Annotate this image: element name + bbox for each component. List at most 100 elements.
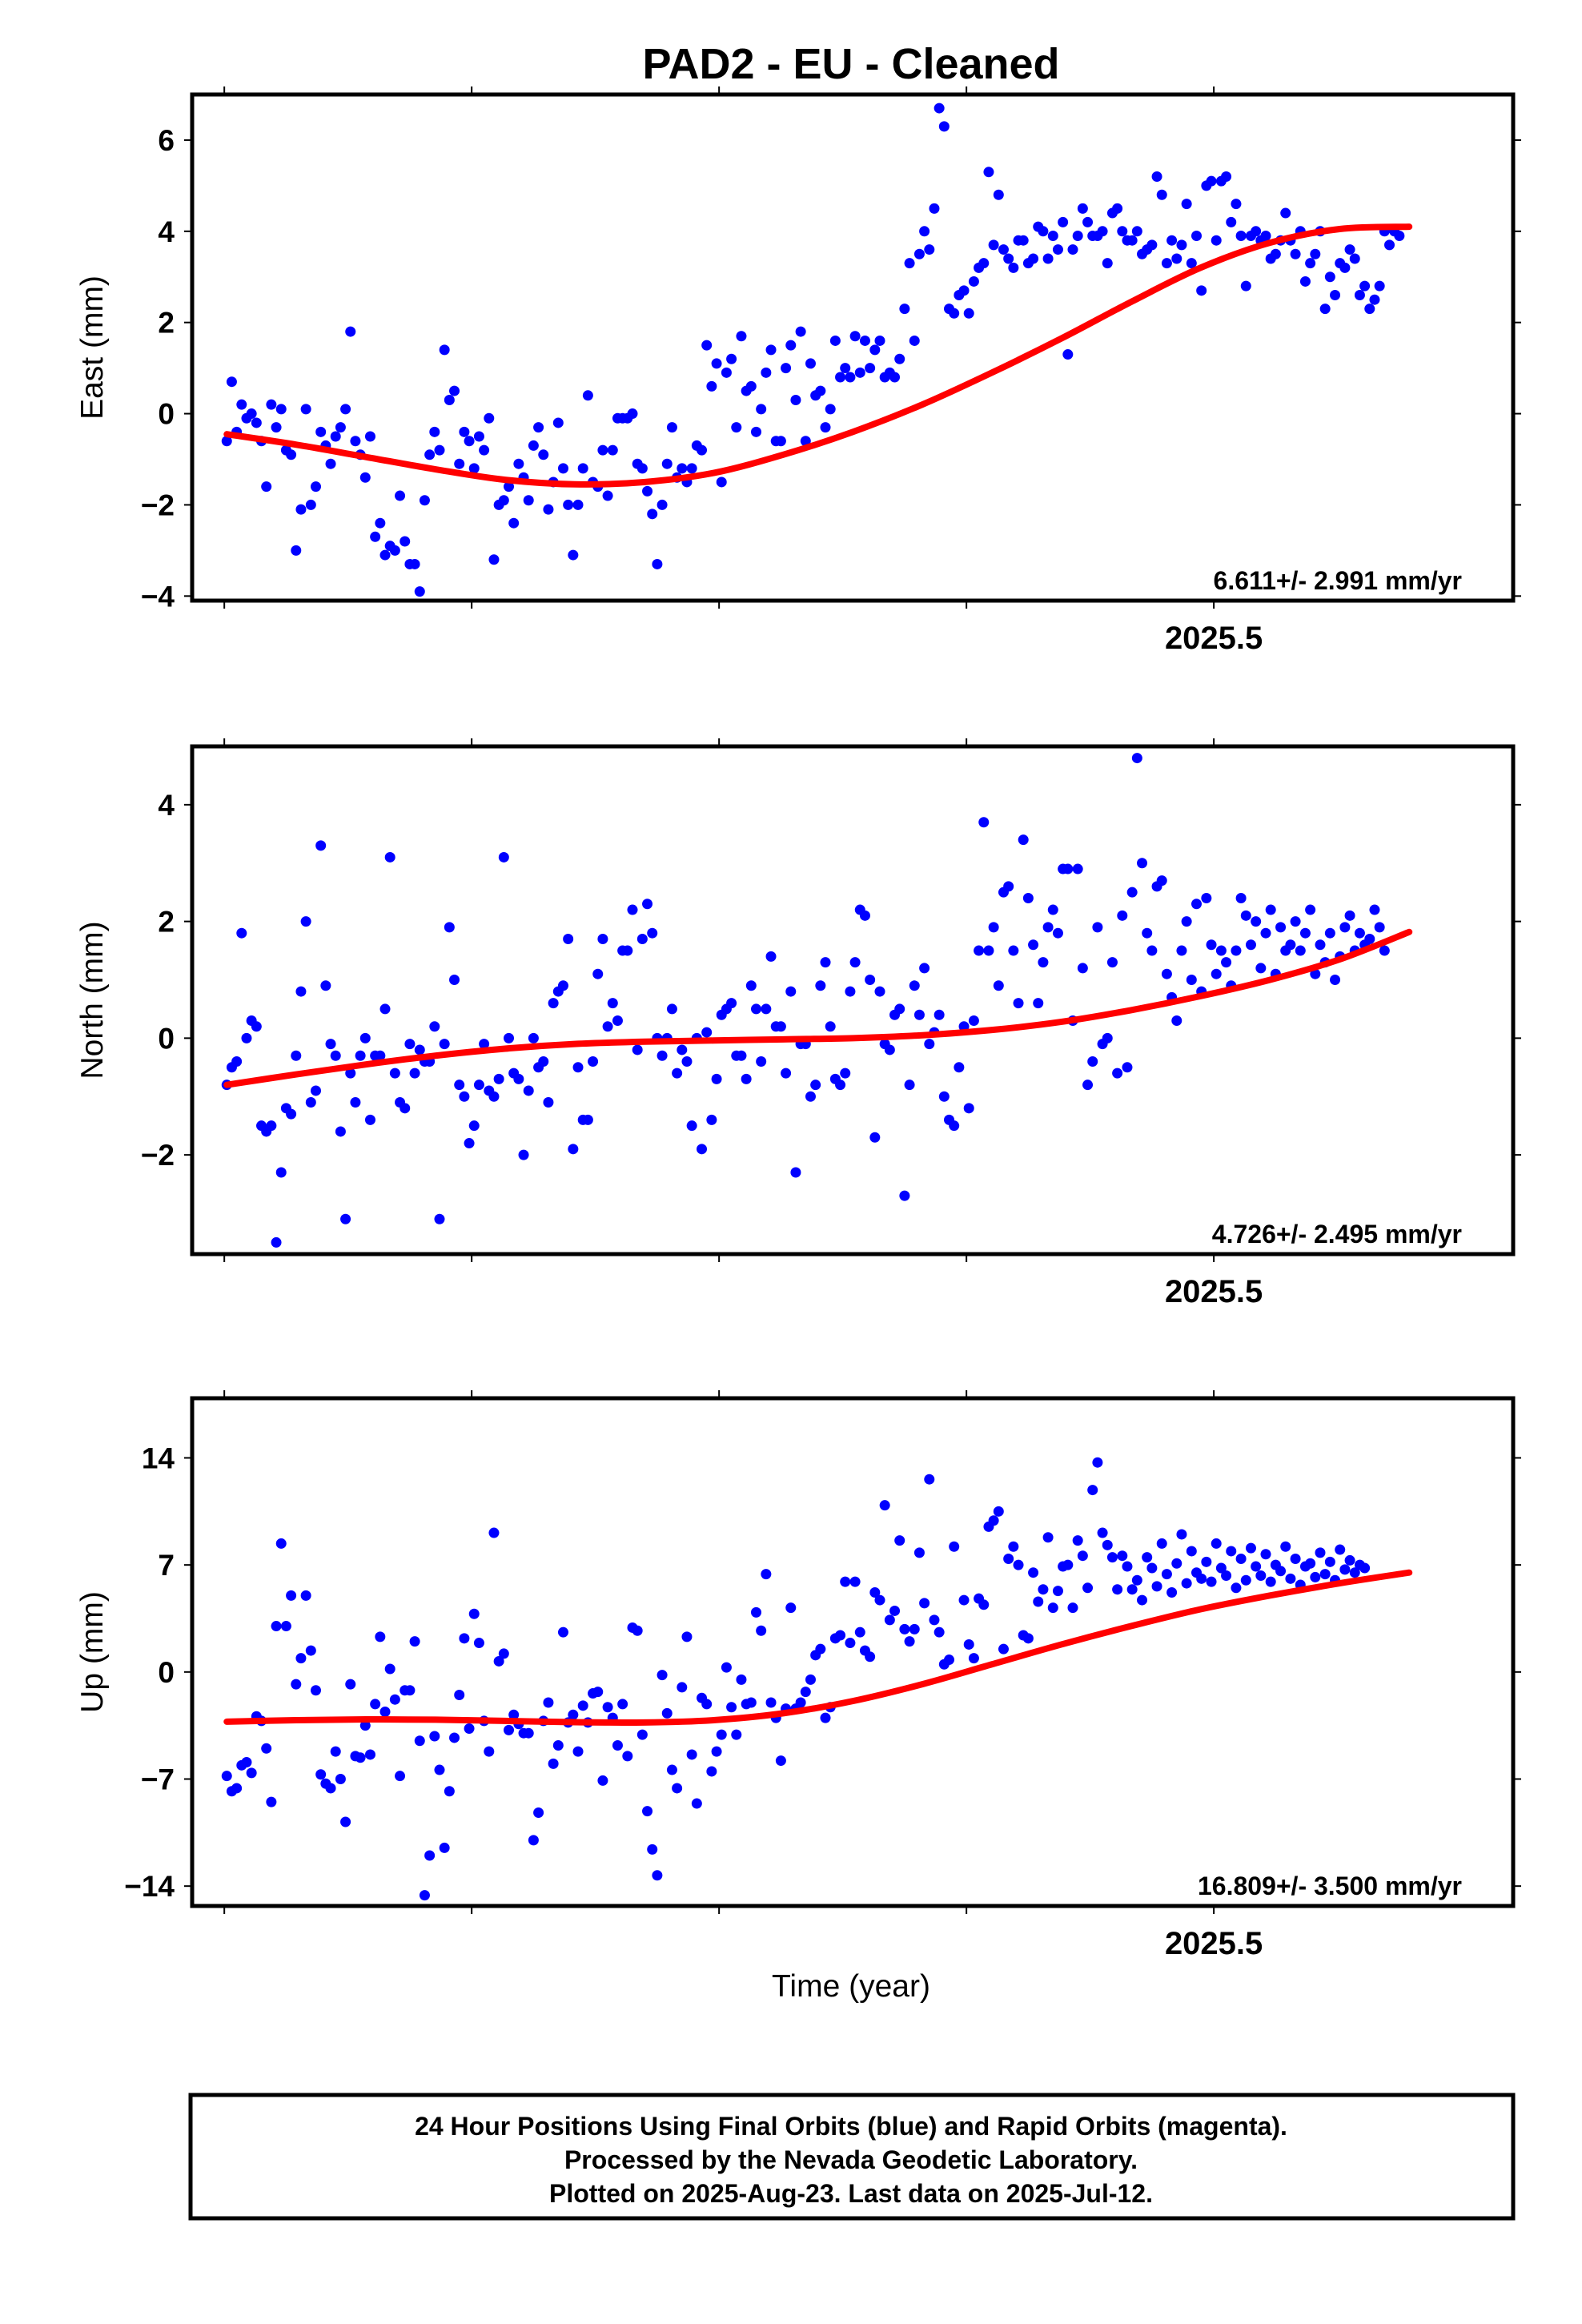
data-point xyxy=(1142,927,1153,939)
data-point xyxy=(286,449,297,460)
data-point xyxy=(1240,910,1251,921)
data-point xyxy=(904,1636,915,1647)
data-point xyxy=(1131,1574,1142,1586)
data-point xyxy=(666,1003,677,1015)
data-point xyxy=(572,1746,584,1757)
data-point xyxy=(325,1039,336,1050)
data-point xyxy=(1186,1546,1197,1557)
velocity-label: 6.611+/- 2.991 mm/yr xyxy=(1214,566,1462,595)
data-point xyxy=(345,326,356,337)
data-point xyxy=(978,1599,990,1610)
data-point xyxy=(652,1870,663,1881)
data-point xyxy=(528,440,539,451)
data-point xyxy=(745,380,757,392)
data-point xyxy=(429,1021,440,1032)
data-point xyxy=(1131,226,1142,237)
data-point xyxy=(1374,922,1385,933)
data-point xyxy=(775,1755,786,1767)
data-point xyxy=(379,1706,391,1717)
data-point xyxy=(894,1003,905,1015)
data-point xyxy=(1082,1080,1094,1091)
data-point xyxy=(761,1569,772,1580)
data-point xyxy=(384,851,396,862)
fit-curve xyxy=(223,928,1413,1088)
data-point xyxy=(251,417,262,428)
data-point xyxy=(785,340,797,351)
data-point xyxy=(1181,1578,1192,1589)
data-point xyxy=(869,1587,881,1598)
data-point xyxy=(686,1120,697,1132)
data-point xyxy=(444,1786,455,1797)
data-point xyxy=(1047,231,1058,242)
data-point xyxy=(785,1602,797,1614)
data-point xyxy=(1215,1562,1227,1574)
data-point xyxy=(310,1085,321,1096)
data-point xyxy=(617,1699,628,1710)
data-point xyxy=(1251,916,1262,927)
data-point xyxy=(716,1729,727,1740)
data-point xyxy=(983,167,994,178)
data-point xyxy=(761,367,772,378)
data-point xyxy=(275,1538,287,1549)
data-point xyxy=(320,980,331,991)
data-point xyxy=(350,436,361,447)
data-point xyxy=(1251,1561,1262,1572)
data-point xyxy=(894,353,905,364)
data-point xyxy=(998,1643,1009,1655)
data-point xyxy=(389,1694,400,1705)
panel-north: −2 0 2 4 2025.5 North (mm) 4.726+/- 2.495 mm/y… xyxy=(75,738,1521,1309)
data-point xyxy=(350,1097,361,1108)
velocity-label: 4.726+/- 2.495 mm/yr xyxy=(1212,1220,1462,1248)
data-point xyxy=(533,1807,544,1819)
data-point xyxy=(1166,1587,1178,1598)
data-point xyxy=(1003,1554,1014,1565)
data-point xyxy=(1106,1552,1118,1563)
data-point xyxy=(736,331,747,342)
data-point xyxy=(1344,1554,1355,1566)
data-point xyxy=(1344,244,1355,255)
data-point xyxy=(721,367,732,378)
data-point xyxy=(454,1689,465,1700)
data-point xyxy=(805,1674,816,1685)
data-point xyxy=(1087,1056,1098,1068)
data-point xyxy=(1275,922,1287,933)
data-point xyxy=(1146,1562,1158,1574)
data-point xyxy=(1033,1596,1044,1607)
data-point xyxy=(335,1774,346,1784)
data-point xyxy=(859,335,870,346)
data-point xyxy=(736,1674,747,1685)
data-point xyxy=(677,1044,688,1055)
data-point xyxy=(355,1752,366,1763)
data-point xyxy=(340,1213,351,1224)
data-point xyxy=(345,1068,356,1079)
data-point xyxy=(1255,963,1267,974)
data-point xyxy=(375,1050,386,1061)
data-point xyxy=(924,244,935,255)
data-point xyxy=(275,1167,287,1178)
data-point xyxy=(1235,1554,1247,1565)
data-point xyxy=(1310,1571,1321,1582)
data-point xyxy=(592,968,604,979)
data-point xyxy=(1310,248,1321,259)
data-point xyxy=(622,1751,633,1762)
data-point xyxy=(636,933,648,944)
data-point xyxy=(1211,235,1222,246)
data-point xyxy=(429,426,440,437)
data-point xyxy=(286,1590,297,1601)
data-point xyxy=(266,1796,277,1807)
data-point xyxy=(815,1643,826,1655)
data-point xyxy=(929,203,940,214)
data-point xyxy=(978,258,990,269)
data-point xyxy=(479,1039,490,1050)
y-axis-label: East (mm) xyxy=(75,275,110,420)
data-point xyxy=(305,1645,316,1656)
data-point xyxy=(1072,1535,1083,1546)
data-point xyxy=(835,372,846,383)
caption-box: 24 Hour Positions Using Final Orbits (bl… xyxy=(188,2093,1516,2221)
data-point xyxy=(968,1015,979,1027)
data-point xyxy=(1042,922,1054,933)
data-point xyxy=(577,463,588,474)
data-point xyxy=(1092,922,1103,933)
data-point xyxy=(731,1729,742,1740)
data-point xyxy=(1235,892,1247,903)
